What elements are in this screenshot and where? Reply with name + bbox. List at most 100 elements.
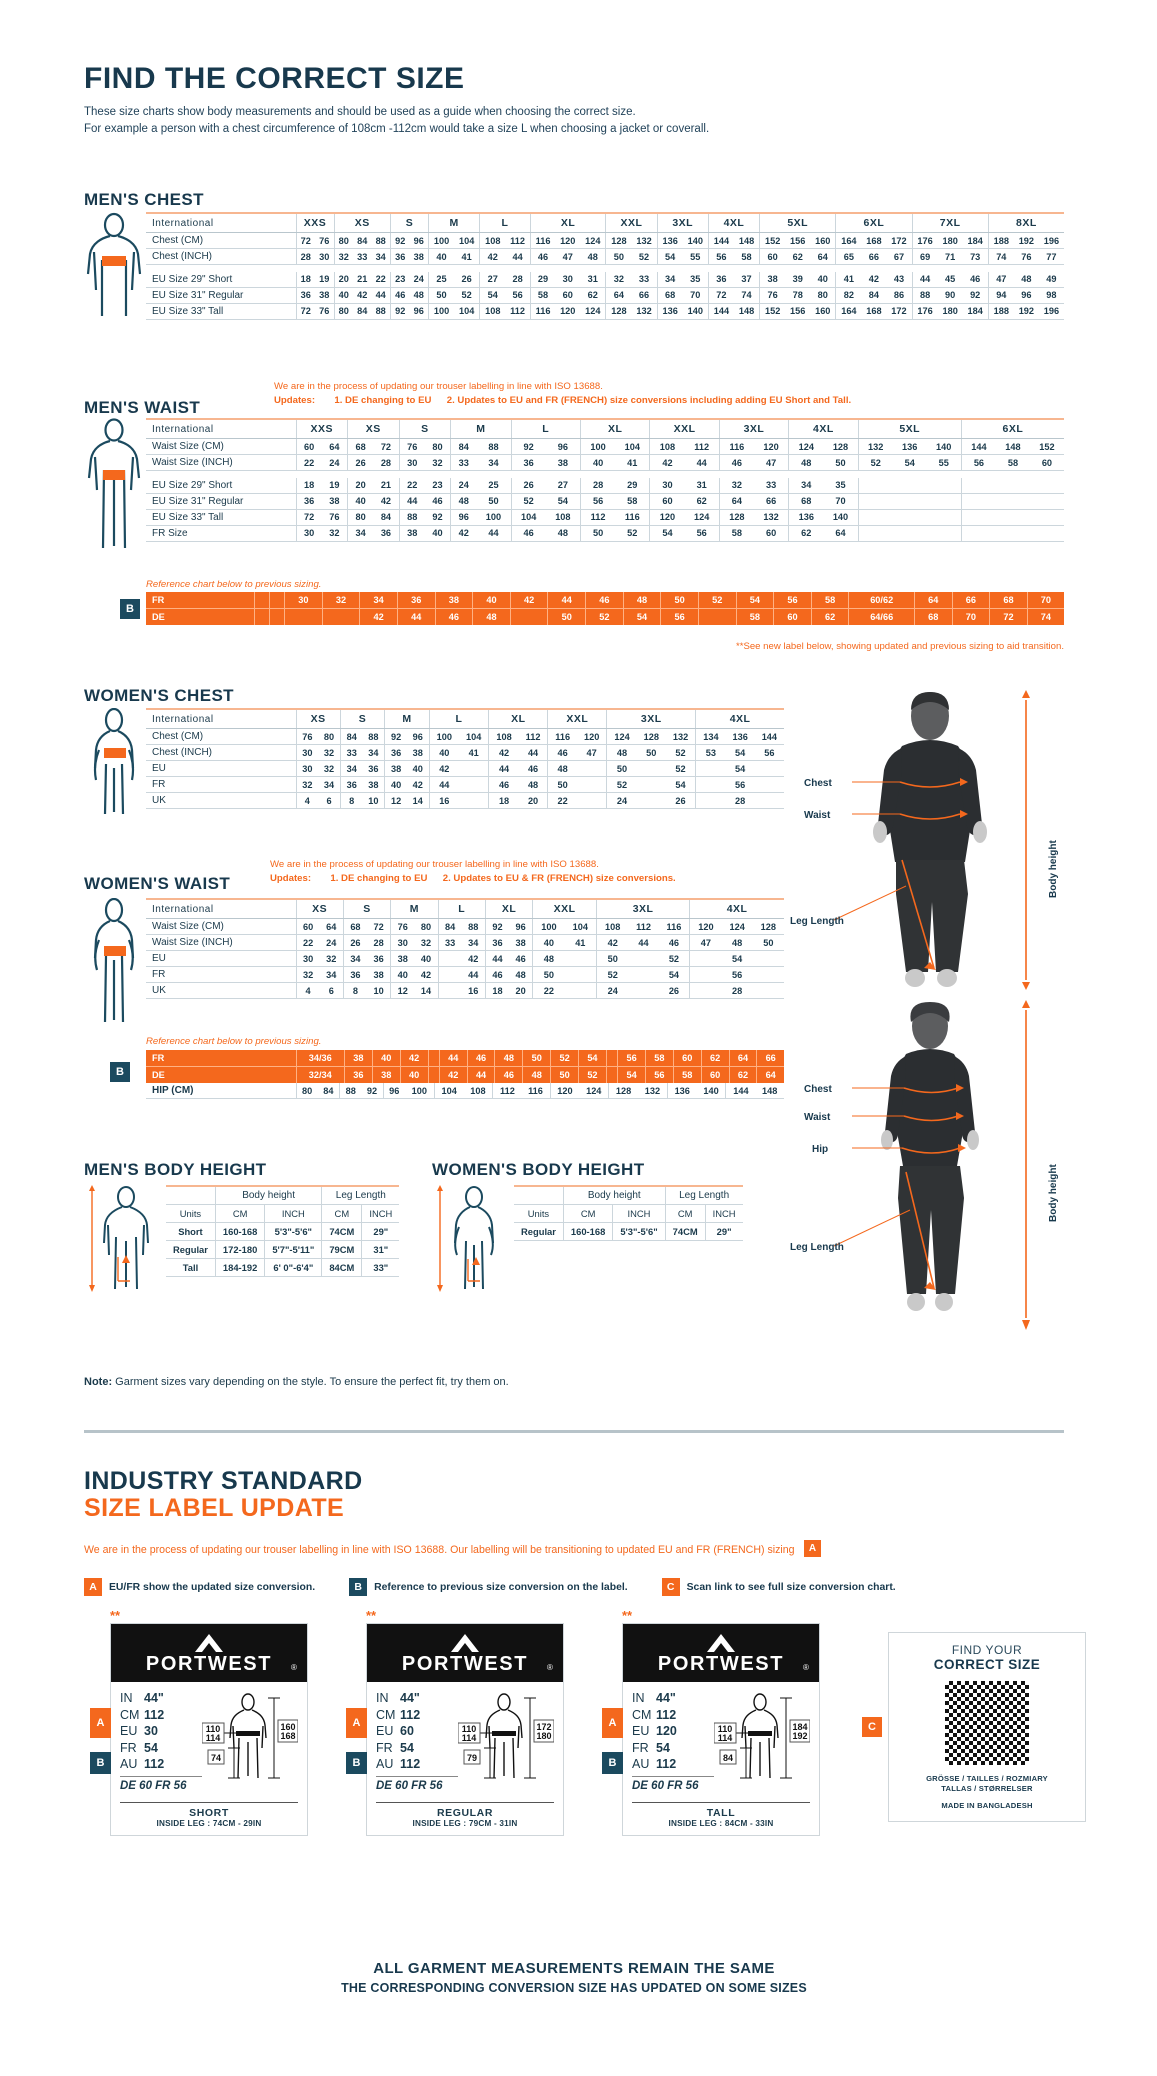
size-cell: 36 bbox=[510, 454, 546, 471]
ref-cell: 48 bbox=[494, 1050, 523, 1067]
ref-cell: 56 bbox=[660, 608, 699, 625]
brand-banner: PORTWEST ® bbox=[111, 1624, 307, 1682]
size-cell: 192 bbox=[1013, 232, 1039, 249]
size-cell: 76 bbox=[315, 303, 335, 320]
size-cell: 52 bbox=[510, 493, 546, 510]
size-cell: 29 bbox=[529, 271, 556, 288]
svg-text:114: 114 bbox=[462, 1733, 477, 1743]
row-label: Chest (INCH) bbox=[146, 248, 296, 265]
svg-text:PORTWEST: PORTWEST bbox=[402, 1653, 528, 1675]
size-cell bbox=[960, 525, 997, 542]
size-cell: 184 bbox=[962, 303, 989, 320]
size-cell: 100 bbox=[427, 232, 455, 249]
size-cell: 44 bbox=[911, 271, 938, 288]
bh-cell-inch: 5'7"-5'11" bbox=[264, 1240, 322, 1259]
size-cell: 80 bbox=[347, 509, 374, 526]
size-cell: 52 bbox=[857, 454, 893, 471]
legend-item: C Scan link to see full size conversion c… bbox=[661, 1578, 896, 1596]
size-cell: 16 bbox=[428, 792, 459, 809]
svg-text:110: 110 bbox=[206, 1724, 221, 1734]
bh-sub-header: CM bbox=[562, 1204, 613, 1223]
size-cell: 40 bbox=[390, 966, 415, 983]
ref-row: DE 42 44 46 48 50 52 54 56 58 60 62 64/66 68 70 72 74 bbox=[146, 608, 1064, 625]
garment-note: Note: Garment sizes vary depending on th… bbox=[84, 1372, 984, 1390]
section-mens-waist: MEN'S WAIST We are in the process of upd… bbox=[84, 380, 1064, 418]
bh-row: Regular 172-180 5'7"-5'11" 79CM 31" bbox=[166, 1240, 400, 1259]
svg-text:79: 79 bbox=[467, 1753, 477, 1763]
ref-cell bbox=[284, 608, 323, 625]
size-cell: 46 bbox=[488, 776, 519, 793]
size-cell: 96 bbox=[409, 232, 429, 249]
size-cell: 24 bbox=[321, 454, 348, 471]
mens-ref-footnote-wrap: **See new label below, showing updated a… bbox=[84, 640, 1064, 654]
size-column-header: XXL bbox=[649, 418, 720, 439]
size-cell: 42 bbox=[353, 287, 372, 304]
size-cell: 48 bbox=[545, 525, 581, 542]
label-spec-value: 112 bbox=[144, 1707, 165, 1722]
ref-cell: 64 bbox=[913, 592, 953, 609]
qr-code-image[interactable] bbox=[945, 1681, 1029, 1765]
ref-cell: 58 bbox=[735, 608, 774, 625]
size-cell: 50 bbox=[823, 454, 859, 471]
size-cell: 36 bbox=[367, 950, 391, 967]
hip-row-label: HIP (CM) bbox=[146, 1083, 296, 1099]
ref-cell bbox=[697, 608, 737, 625]
size-cell: 32 bbox=[318, 760, 341, 777]
male-torso-icon bbox=[84, 212, 146, 320]
size-cell: 48 bbox=[518, 776, 548, 793]
size-cell: 33 bbox=[437, 934, 462, 951]
size-cell: 20 bbox=[347, 477, 374, 494]
row-label: International bbox=[146, 418, 296, 439]
legend-text: Reference to previous size conversion on… bbox=[374, 1581, 628, 1593]
size-column-header: XS bbox=[347, 418, 400, 439]
bh-sub-header: INCH bbox=[612, 1204, 666, 1223]
ref-cell: 48 bbox=[622, 592, 661, 609]
size-cell: 48 bbox=[721, 934, 753, 951]
ref-cell bbox=[268, 608, 285, 625]
size-cell: 48 bbox=[509, 966, 533, 983]
size-cell bbox=[754, 760, 784, 777]
label-spec-row: CM 112 bbox=[376, 1707, 458, 1724]
legend-badge: A bbox=[84, 1578, 102, 1596]
row-label: International bbox=[146, 708, 296, 729]
size-cell: 36 bbox=[342, 966, 368, 983]
ref-cell: 60 bbox=[700, 1066, 730, 1083]
size-column-header: XS bbox=[295, 708, 341, 729]
size-cell: 42 bbox=[373, 493, 400, 510]
qr-card[interactable]: FIND YOUR CORRECT SIZE GRÖSSE / TAILLES … bbox=[888, 1632, 1086, 1822]
size-label-card: PORTWEST ® IN 44" CM 112 EU 30 FR 54 AU 112 DE 60 FR… bbox=[90, 1623, 308, 1836]
industry-heading: INDUSTRY STANDARD SIZE LABEL UPDATE bbox=[84, 1468, 1064, 1521]
size-cell bbox=[892, 509, 927, 526]
size-cell: 49 bbox=[1038, 271, 1064, 288]
size-cell: 34 bbox=[788, 477, 824, 494]
label-spec-value: 60 bbox=[400, 1724, 414, 1738]
size-cell: 54 bbox=[725, 760, 755, 777]
label-spec-unit: IN bbox=[632, 1691, 645, 1705]
size-cell: 48 bbox=[532, 950, 565, 967]
ref-cell: 68 bbox=[913, 608, 953, 625]
ref-cell bbox=[268, 592, 285, 609]
size-cell: 29 bbox=[615, 477, 650, 494]
bh-sub-header-row: Units CM INCH CM INCH bbox=[514, 1204, 743, 1223]
svg-text:192: 192 bbox=[792, 1731, 807, 1741]
size-cell: 78 bbox=[785, 287, 811, 304]
size-cell: 116 bbox=[547, 728, 577, 745]
size-cell: 92 bbox=[384, 728, 407, 745]
size-cell: 38 bbox=[315, 287, 335, 304]
ref-cell bbox=[253, 592, 270, 609]
size-cell: 120 bbox=[753, 438, 789, 455]
table-row: EU Size 33" Tall 72 76 80 84 88 92 96 100 104 108 1… bbox=[146, 509, 1064, 526]
size-cell: 44 bbox=[371, 287, 391, 304]
size-cell: 33 bbox=[353, 248, 372, 265]
size-cell: 36 bbox=[707, 271, 734, 288]
size-cell: 34 bbox=[319, 966, 344, 983]
label-spec-list: IN 44" CM 112 EU 60 FR 54 AU 112 DE 60 FR 56 bbox=[376, 1690, 458, 1794]
size-cell: 33 bbox=[450, 454, 477, 471]
label-spec-value: 44" bbox=[144, 1691, 164, 1705]
ref-cell: 38 bbox=[343, 1050, 373, 1067]
size-cell: 33 bbox=[339, 744, 363, 761]
size-cell: 128 bbox=[605, 303, 632, 320]
ref-row-label: DE bbox=[146, 1066, 296, 1083]
size-cell: 54 bbox=[656, 248, 683, 265]
ref-cell: 46 bbox=[466, 1050, 495, 1067]
